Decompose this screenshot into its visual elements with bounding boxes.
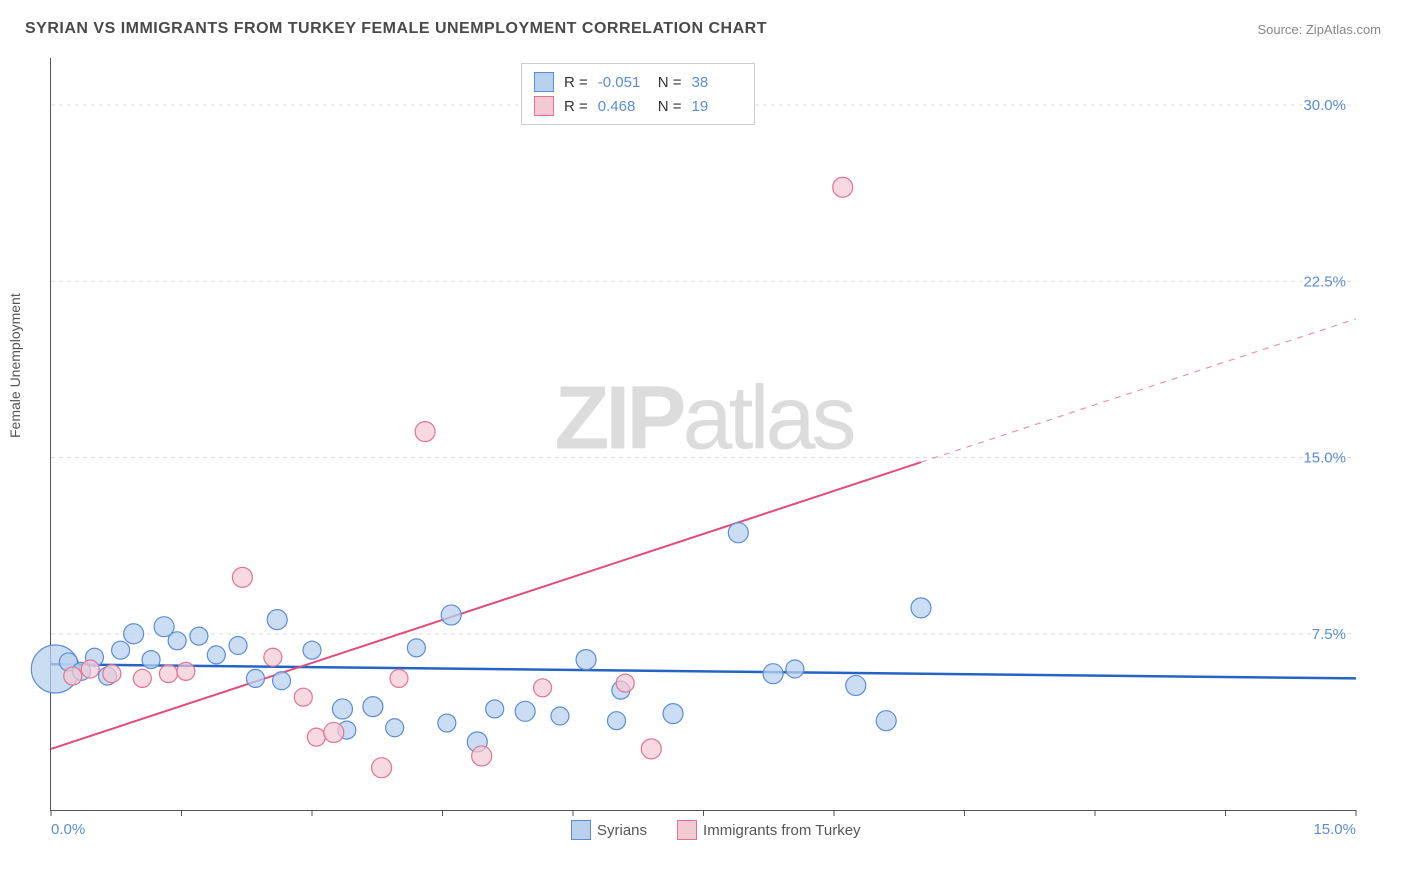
legend-item-turkey: Immigrants from Turkey [677, 820, 861, 840]
swatch-turkey [534, 96, 554, 116]
r-label: R = [564, 98, 588, 115]
n-value-turkey: 19 [692, 98, 742, 115]
correlation-legend: R = -0.051 N = 38 R = 0.468 N = 19 [521, 63, 755, 125]
svg-text:15.0%: 15.0% [1313, 821, 1356, 838]
n-label: N = [658, 74, 682, 91]
swatch-syrians-icon [571, 820, 591, 840]
svg-text:15.0%: 15.0% [1303, 450, 1346, 467]
n-label: N = [658, 98, 682, 115]
r-label: R = [564, 74, 588, 91]
legend-label-syrians: Syrians [597, 822, 647, 839]
r-value-turkey: 0.468 [598, 98, 648, 115]
legend-label-turkey: Immigrants from Turkey [703, 822, 861, 839]
swatch-syrians [534, 72, 554, 92]
chart-container: SYRIAN VS IMMIGRANTS FROM TURKEY FEMALE … [0, 0, 1406, 892]
plot-area: ZIPatlas 7.5%15.0%22.5%30.0%0.0%15.0% R … [50, 58, 1356, 811]
y-axis-label: Female Unemployment [7, 293, 23, 438]
svg-text:30.0%: 30.0% [1303, 97, 1346, 114]
chart-title: SYRIAN VS IMMIGRANTS FROM TURKEY FEMALE … [25, 20, 767, 38]
svg-text:0.0%: 0.0% [51, 821, 85, 838]
scatter-svg: 7.5%15.0%22.5%30.0%0.0%15.0% [51, 58, 1356, 810]
swatch-turkey-icon [677, 820, 697, 840]
svg-text:22.5%: 22.5% [1303, 273, 1346, 290]
series-legend: Syrians Immigrants from Turkey [571, 820, 861, 840]
svg-text:7.5%: 7.5% [1312, 626, 1346, 643]
legend-row-syrians: R = -0.051 N = 38 [534, 70, 742, 94]
legend-item-syrians: Syrians [571, 820, 647, 840]
n-value-syrians: 38 [692, 74, 742, 91]
source-attribution: Source: ZipAtlas.com [1257, 22, 1381, 37]
r-value-syrians: -0.051 [598, 74, 648, 91]
legend-row-turkey: R = 0.468 N = 19 [534, 94, 742, 118]
